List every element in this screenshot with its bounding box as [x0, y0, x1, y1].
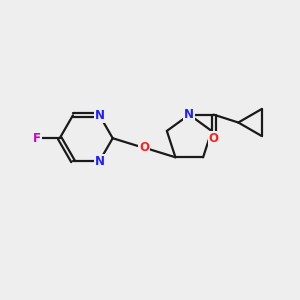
- Text: O: O: [139, 141, 149, 154]
- Text: N: N: [94, 155, 104, 168]
- Text: N: N: [184, 108, 194, 121]
- Text: F: F: [33, 132, 41, 145]
- Text: N: N: [94, 109, 104, 122]
- Text: O: O: [209, 132, 219, 145]
